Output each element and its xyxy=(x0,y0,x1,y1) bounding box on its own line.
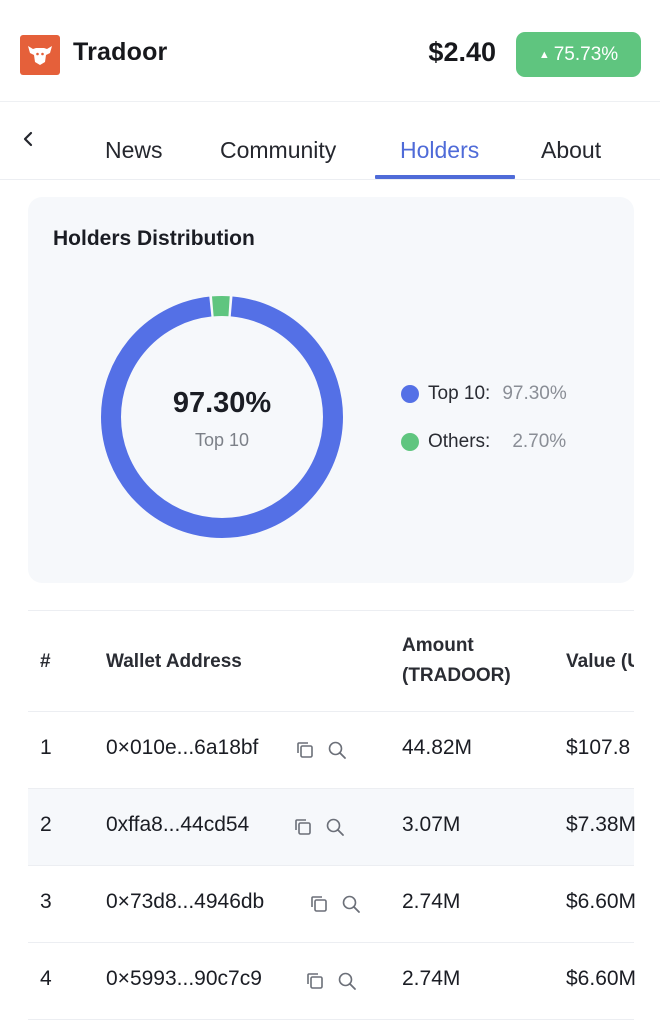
row-rank: 3 xyxy=(40,890,52,913)
donut-segment-others xyxy=(101,296,343,538)
row-amount: 3.07M xyxy=(402,813,461,836)
row-rank: 4 xyxy=(40,967,52,990)
row-amount: 44.82M xyxy=(402,736,473,759)
chevron-left-icon[interactable] xyxy=(18,124,40,154)
row-wallet: 0xffa8...44cd54 xyxy=(106,813,250,836)
triangle-up-icon: ▲ xyxy=(538,48,550,61)
app-header: Tradoor $2.40 ▲ 75.73% xyxy=(0,0,660,102)
donut-segment-top10 xyxy=(101,296,343,538)
donut-center-value: 97.30% xyxy=(172,387,272,419)
col-amount-line1: Amount xyxy=(402,635,474,656)
holders-donut-chart xyxy=(101,296,343,538)
price-change-badge: ▲ 75.73% xyxy=(516,32,641,77)
legend-value: 97.30% xyxy=(502,383,567,404)
bull-head-logo-icon xyxy=(20,35,60,75)
table-row: 3 0×73d8...4946db 2.74M $6.60M xyxy=(28,866,636,943)
col-value: Value (U xyxy=(566,651,634,672)
table-row: 4 0×5993...90c7c9 2.74M $6.60M xyxy=(28,943,636,1020)
tab-news[interactable]: News xyxy=(105,137,163,163)
row-value: $6.60M xyxy=(566,967,636,990)
col-rank: # xyxy=(40,651,51,672)
tab-holders[interactable]: Holders xyxy=(400,137,480,163)
price-change-value: 75.73% xyxy=(553,43,619,65)
tab-about[interactable]: About xyxy=(541,137,602,163)
row-wallet: 0×010e...6a18bf xyxy=(106,736,259,759)
legend-others: Others: 2.70% xyxy=(401,430,566,454)
card-title: Holders Distribution xyxy=(53,227,255,250)
legend-name: Top 10: xyxy=(428,383,491,404)
table-row: 1 0×010e...6a18bf 44.82M $107.8 xyxy=(28,712,634,789)
row-rank: 1 xyxy=(40,736,52,759)
search-icon[interactable] xyxy=(340,893,362,915)
copy-icon[interactable] xyxy=(304,970,326,992)
row-value: $107.8 xyxy=(566,736,631,759)
app-name: Tradoor xyxy=(73,38,168,66)
tab-bar: News Community Holders About xyxy=(0,102,660,180)
col-wallet-address: Wallet Address xyxy=(106,651,242,672)
donut-center-label: Top 10 xyxy=(194,430,250,450)
row-amount: 2.74M xyxy=(402,890,461,913)
row-value: $6.60M xyxy=(566,890,636,913)
row-amount: 2.74M xyxy=(402,967,461,990)
col-amount-line2: (TRADOOR) xyxy=(402,665,511,686)
copy-icon[interactable] xyxy=(308,893,330,915)
search-icon[interactable] xyxy=(336,970,358,992)
legend-dot-others xyxy=(401,433,419,451)
search-icon[interactable] xyxy=(324,816,346,838)
row-value: $7.38M xyxy=(566,813,636,836)
legend-name: Others: xyxy=(428,431,491,452)
active-tab-indicator xyxy=(375,175,515,179)
copy-icon[interactable] xyxy=(292,816,314,838)
holders-distribution-card: Holders Distribution 97.30% Top 10 Top 1… xyxy=(28,197,634,583)
row-rank: 2 xyxy=(40,813,52,836)
copy-icon[interactable] xyxy=(294,739,316,761)
table-row: 2 0xffa8...44cd54 3.07M $7.38M xyxy=(28,789,636,866)
search-icon[interactable] xyxy=(326,739,348,761)
legend-top10: Top 10: 97.30% xyxy=(401,382,567,406)
legend-dot-top10 xyxy=(401,385,419,403)
holders-table: # Wallet Address Amount (TRADOOR) Value … xyxy=(28,610,636,1020)
tab-community[interactable]: Community xyxy=(220,137,337,163)
token-price: $2.40 xyxy=(428,37,496,67)
row-wallet: 0×5993...90c7c9 xyxy=(106,967,262,990)
legend-value: 2.70% xyxy=(512,431,567,452)
table-header: # Wallet Address Amount (TRADOOR) Value … xyxy=(28,611,634,712)
row-wallet: 0×73d8...4946db xyxy=(106,890,265,913)
